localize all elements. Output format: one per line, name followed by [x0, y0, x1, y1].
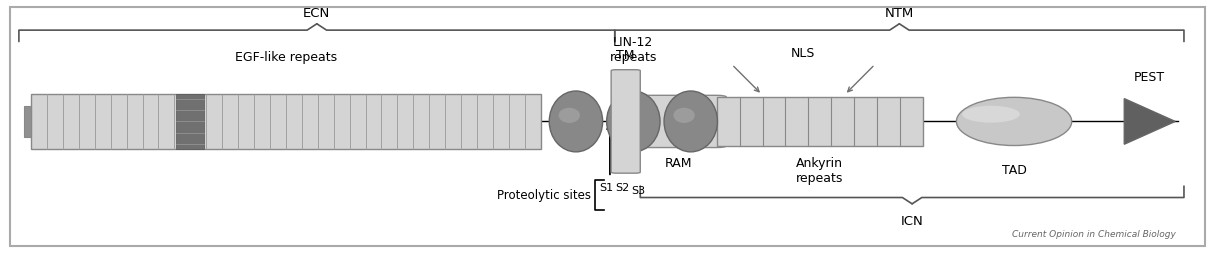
Text: ECN: ECN	[304, 7, 330, 20]
Ellipse shape	[559, 108, 580, 123]
Ellipse shape	[956, 98, 1072, 146]
Bar	[32, 94, 541, 150]
FancyBboxPatch shape	[611, 70, 640, 173]
Bar	[717, 98, 923, 146]
Text: Ankyrin
repeats: Ankyrin repeats	[796, 156, 843, 184]
Bar	[176, 94, 204, 150]
Ellipse shape	[665, 92, 717, 152]
Ellipse shape	[549, 92, 603, 152]
Text: Proteolytic sites: Proteolytic sites	[497, 189, 590, 202]
Text: S3: S3	[631, 185, 645, 195]
Ellipse shape	[616, 108, 638, 123]
Ellipse shape	[606, 92, 660, 152]
Text: TM: TM	[616, 48, 635, 61]
Text: NLS: NLS	[791, 47, 815, 60]
Text: Current Opinion in Chemical Biology: Current Opinion in Chemical Biology	[1012, 229, 1175, 238]
Text: PEST: PEST	[1134, 71, 1165, 84]
FancyBboxPatch shape	[631, 96, 727, 148]
Polygon shape	[1124, 99, 1175, 145]
Text: S1: S1	[599, 183, 614, 193]
Bar	[24, 107, 32, 137]
Text: EGF-like repeats: EGF-like repeats	[234, 51, 337, 64]
Text: NTM: NTM	[885, 7, 914, 20]
Ellipse shape	[673, 108, 695, 123]
Ellipse shape	[962, 106, 1019, 123]
Text: S2: S2	[615, 183, 629, 193]
Text: TAD: TAD	[1001, 164, 1027, 177]
Text: LIN-12
repeats: LIN-12 repeats	[610, 36, 657, 64]
Text: RAM: RAM	[665, 156, 693, 169]
Text: ICN: ICN	[900, 214, 923, 227]
